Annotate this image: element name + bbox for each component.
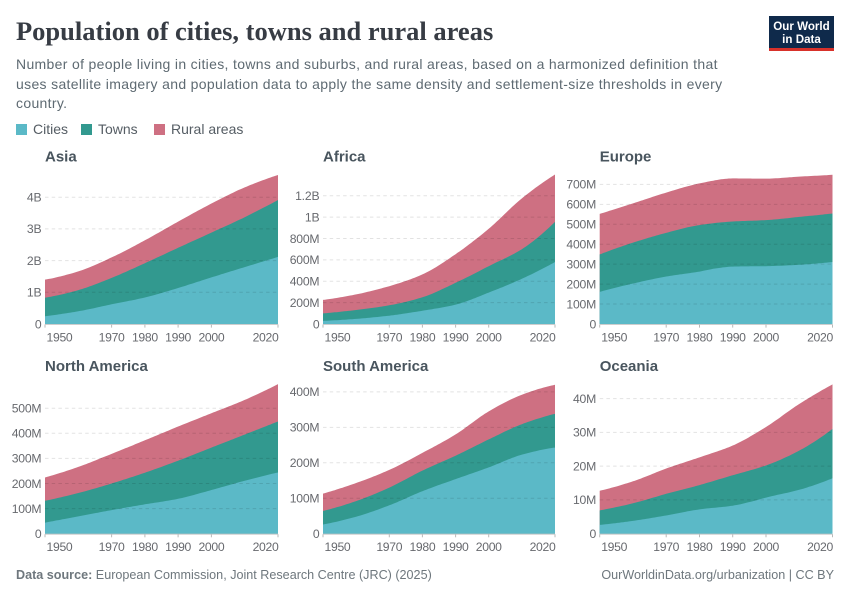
svg-text:0: 0 [313,317,320,331]
svg-text:300M: 300M [566,257,596,271]
svg-text:1970: 1970 [376,330,402,344]
svg-text:2020: 2020 [253,540,279,554]
svg-text:2020: 2020 [530,540,556,554]
svg-text:Europe: Europe [600,148,652,165]
svg-text:10M: 10M [573,493,596,507]
svg-text:1950: 1950 [601,540,627,554]
svg-text:300M: 300M [290,421,320,435]
svg-text:200M: 200M [566,277,596,291]
svg-text:300M: 300M [12,452,42,466]
svg-text:2000: 2000 [753,540,779,554]
svg-text:2000: 2000 [198,540,224,554]
svg-text:1990: 1990 [720,330,746,344]
svg-text:100M: 100M [290,492,320,506]
svg-text:1980: 1980 [687,330,713,344]
svg-text:Africa: Africa [323,148,366,165]
svg-text:2000: 2000 [476,330,502,344]
svg-text:1950: 1950 [601,330,627,344]
svg-text:200M: 200M [290,296,320,310]
svg-text:South America: South America [323,358,429,375]
svg-text:1950: 1950 [47,540,73,554]
svg-text:200M: 200M [290,456,320,470]
svg-text:400M: 400M [12,427,42,441]
svg-text:1950: 1950 [325,540,351,554]
svg-text:1B: 1B [27,286,42,300]
svg-text:40M: 40M [573,392,596,406]
svg-text:0: 0 [590,527,597,541]
svg-text:0: 0 [313,527,320,541]
svg-text:2000: 2000 [753,330,779,344]
svg-text:20M: 20M [573,459,596,473]
svg-text:2000: 2000 [198,330,224,344]
svg-text:2020: 2020 [807,540,833,554]
svg-text:100M: 100M [12,502,42,516]
svg-text:2020: 2020 [530,330,556,344]
svg-text:1990: 1990 [165,540,191,554]
svg-text:100M: 100M [566,297,596,311]
svg-text:400M: 400M [290,275,320,289]
svg-text:1.2B: 1.2B [295,189,319,203]
svg-text:1950: 1950 [47,330,73,344]
svg-text:North America: North America [45,358,148,375]
svg-text:1990: 1990 [443,540,469,554]
svg-text:0: 0 [590,317,597,331]
svg-text:30M: 30M [573,426,596,440]
svg-text:2020: 2020 [253,330,279,344]
svg-text:1990: 1990 [720,540,746,554]
svg-text:600M: 600M [290,253,320,267]
svg-text:2B: 2B [27,254,42,268]
svg-text:200M: 200M [12,477,42,491]
svg-text:1B: 1B [305,210,320,224]
svg-text:400M: 400M [290,385,320,399]
svg-text:1950: 1950 [325,330,351,344]
svg-text:2020: 2020 [807,330,833,344]
svg-text:1970: 1970 [99,330,125,344]
svg-text:1980: 1980 [409,330,435,344]
svg-text:Oceania: Oceania [600,358,659,375]
svg-text:1970: 1970 [99,540,125,554]
svg-text:500M: 500M [12,402,42,416]
svg-text:1970: 1970 [653,330,679,344]
svg-text:500M: 500M [566,218,596,232]
svg-text:1980: 1980 [687,540,713,554]
svg-text:400M: 400M [566,238,596,252]
svg-text:2000: 2000 [476,540,502,554]
svg-text:1970: 1970 [376,540,402,554]
svg-text:1990: 1990 [165,330,191,344]
svg-text:4B: 4B [27,191,42,205]
svg-text:0: 0 [35,527,42,541]
svg-text:1980: 1980 [132,540,158,554]
svg-text:1990: 1990 [443,330,469,344]
svg-text:700M: 700M [566,178,596,192]
svg-text:3B: 3B [27,222,42,236]
svg-text:0: 0 [35,317,42,331]
svg-text:1970: 1970 [653,540,679,554]
svg-text:1980: 1980 [409,540,435,554]
svg-text:800M: 800M [290,232,320,246]
svg-text:Asia: Asia [45,148,77,165]
svg-text:600M: 600M [566,198,596,212]
svg-text:1980: 1980 [132,330,158,344]
